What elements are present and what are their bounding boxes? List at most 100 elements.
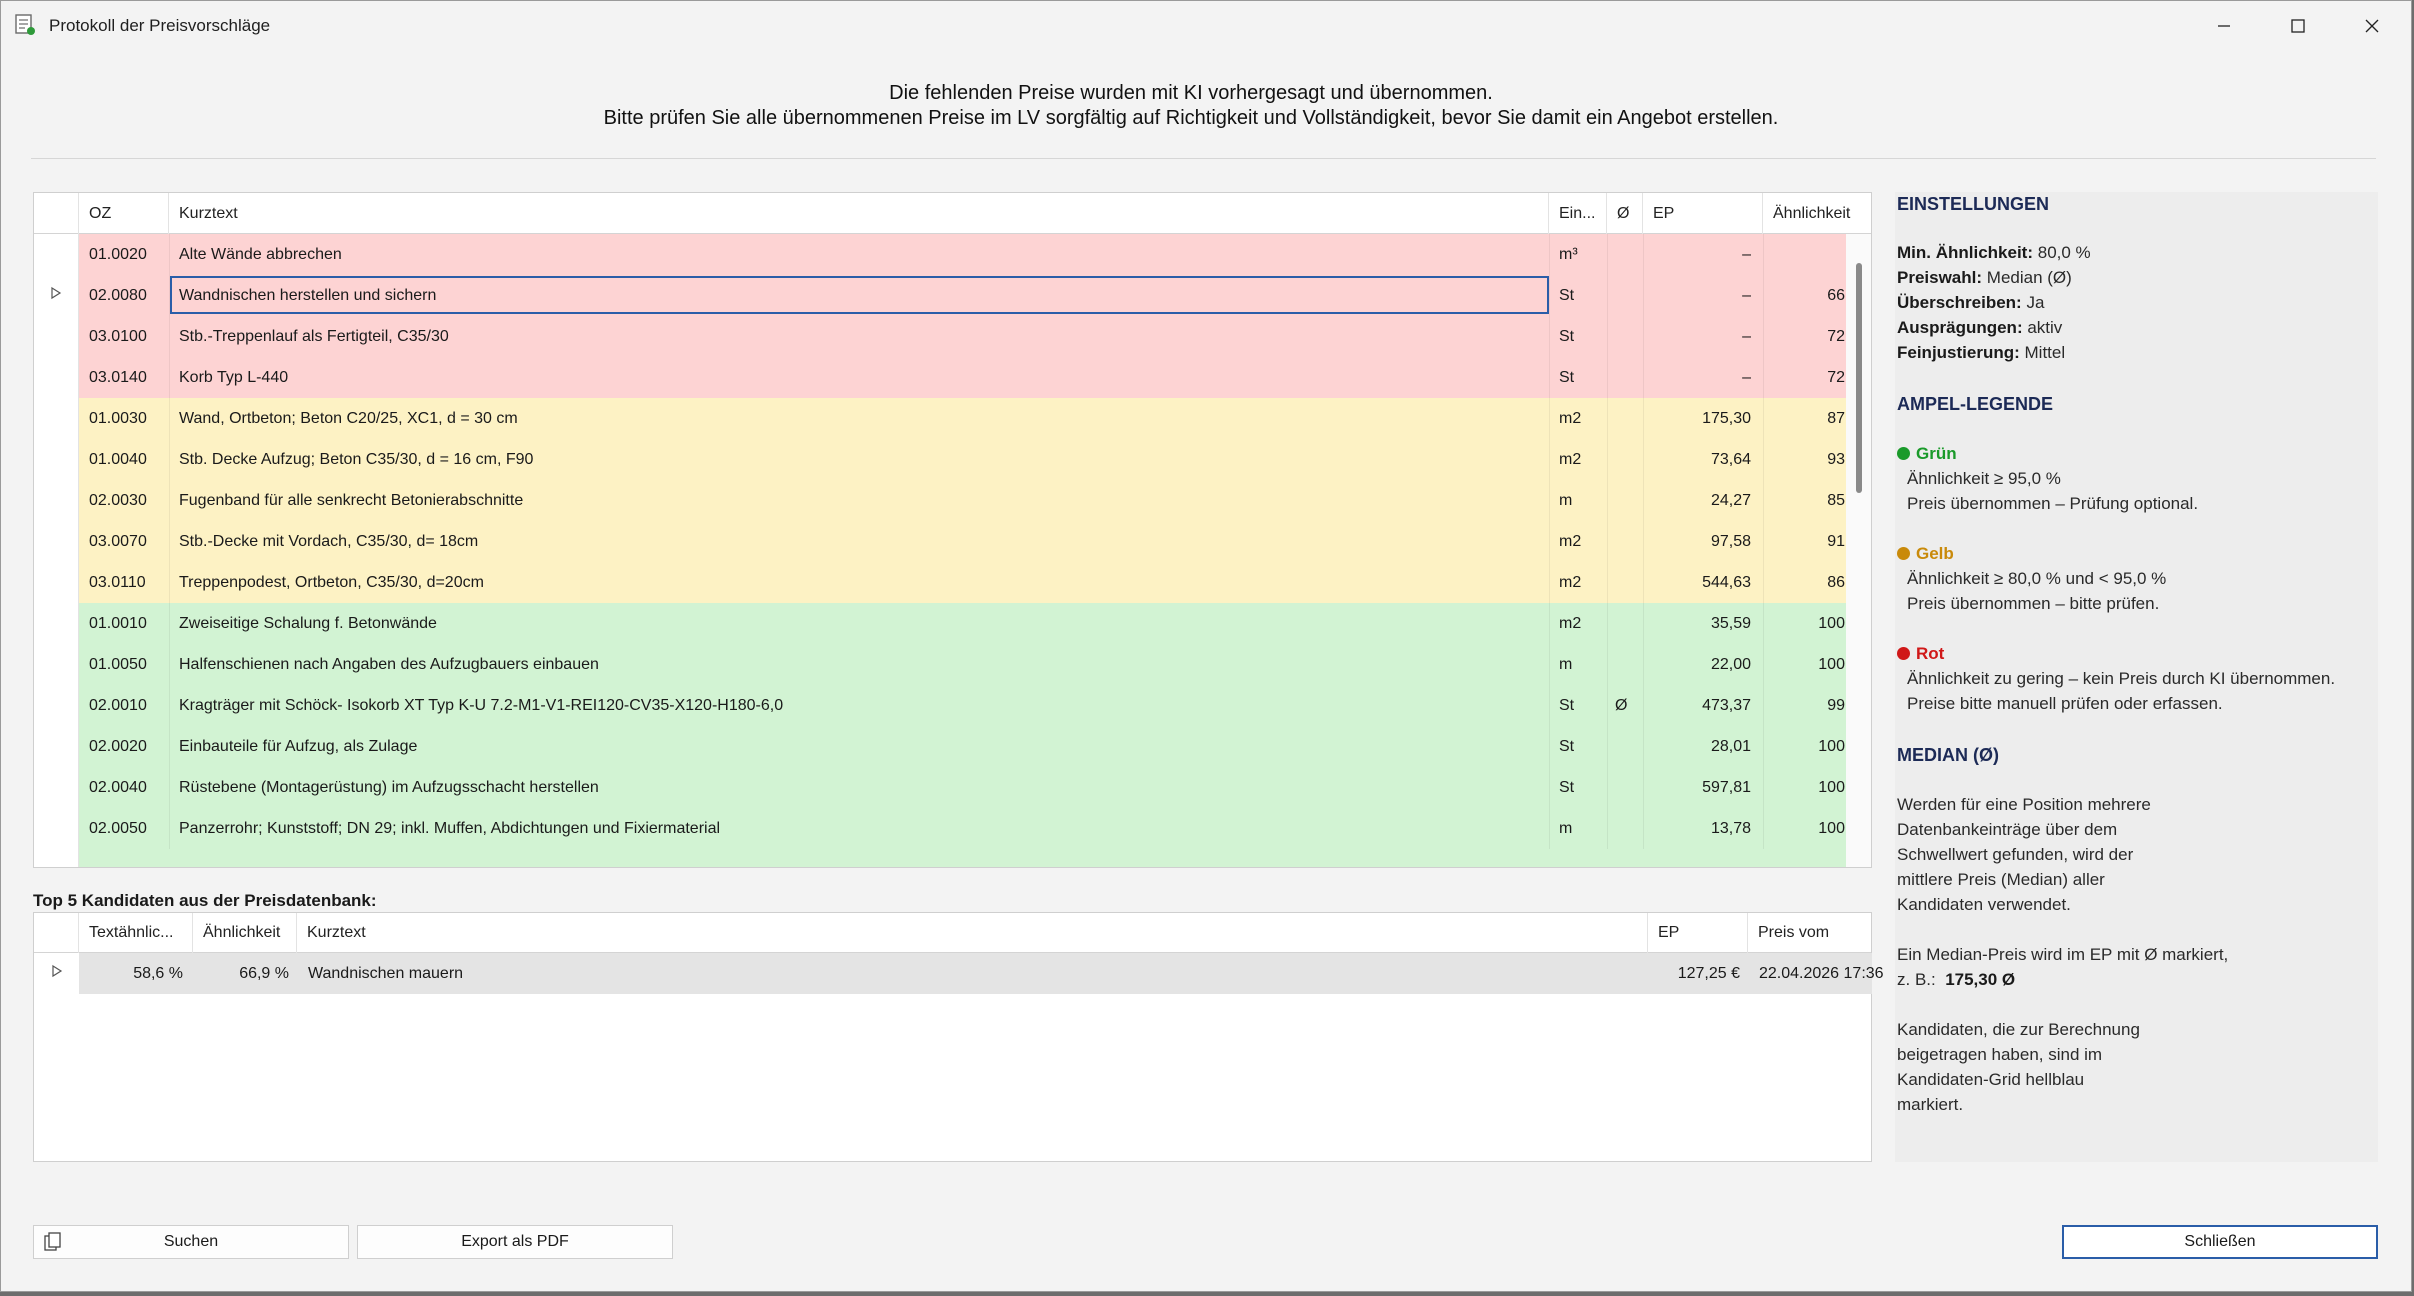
- cell-oz[interactable]: 01.0030: [89, 410, 147, 427]
- cell-kurztext[interactable]: Korb Typ L-440: [179, 369, 289, 386]
- cell-aehnlichkeit[interactable]: 86,6 %: [1827, 574, 1846, 591]
- cell-ep[interactable]: 22,00: [1710, 656, 1751, 673]
- cell-einheit[interactable]: m2: [1559, 451, 1582, 468]
- table-row[interactable]: 03.0100 Stb.-Treppenlauf als Fertigteil, …: [34, 316, 1846, 357]
- cell-oz[interactable]: 01.0020: [89, 246, 147, 263]
- cell-aehnlichkeit[interactable]: 93,0 %: [1827, 451, 1846, 468]
- cell-einheit[interactable]: St: [1559, 287, 1575, 304]
- expand-icon[interactable]: [34, 953, 79, 994]
- cell-einheit[interactable]: m2: [1559, 410, 1582, 427]
- cell-aehnlichkeit[interactable]: 100,0 %: [1818, 738, 1846, 755]
- table-row[interactable]: 03.0070 Stb.-Decke mit Vordach, C35/30, d…: [34, 521, 1846, 562]
- table-row[interactable]: 01.0010 Zweiseitige Schalung f. Betonwänd…: [34, 603, 1846, 644]
- table-row[interactable]: 03.0140 Korb Typ L-440 St – 72,5 %: [34, 357, 1846, 398]
- table-row[interactable]: 02.0040 Rüstebene (Montagerüstung) im Auf…: [34, 767, 1846, 808]
- minimize-button[interactable]: [2187, 1, 2261, 51]
- cell-median[interactable]: [1607, 767, 1643, 808]
- cell-aehnlichkeit[interactable]: –: [1763, 234, 1846, 275]
- cell-kurztext[interactable]: Stb.-Decke mit Vordach, C35/30, d= 18cm: [179, 533, 479, 550]
- cell-oz[interactable]: 02.0080: [89, 287, 147, 304]
- cell-median[interactable]: [1607, 644, 1643, 685]
- column-header-kurztext[interactable]: Kurztext: [169, 193, 1549, 234]
- cell-einheit[interactable]: St: [1559, 738, 1575, 755]
- cell-ep[interactable]: 544,63: [1702, 574, 1751, 591]
- cell-aehnlichkeit[interactable]: 72,5 %: [1827, 369, 1846, 386]
- row-indicator[interactable]: [34, 767, 79, 808]
- cell-kurztext[interactable]: Kragträger mit Schöck- Isokorb XT Typ K-…: [179, 697, 784, 714]
- row-indicator[interactable]: [34, 685, 79, 726]
- cell-median[interactable]: [1607, 234, 1643, 275]
- cell-ep[interactable]: 97,58: [1710, 533, 1751, 550]
- candidate-row[interactable]: 58,6 % 66,9 % Wandnischen mauern 127,25 …: [34, 953, 1884, 994]
- row-indicator[interactable]: [34, 808, 79, 849]
- table-row[interactable]: 01.0040 Stb. Decke Aufzug; Beton C35/30, …: [34, 439, 1846, 480]
- cell-oz[interactable]: 03.0140: [89, 369, 147, 386]
- cell-einheit[interactable]: St: [1559, 328, 1575, 345]
- column-header-cand-kurztext[interactable]: Kurztext: [297, 913, 1648, 953]
- cell-kurztext[interactable]: Wandnischen herstellen und sichern: [179, 287, 437, 304]
- cell-oz[interactable]: 01.0040: [89, 451, 147, 468]
- cell-oz[interactable]: 03.0070: [89, 533, 147, 550]
- table-row[interactable]: 03.0110 Treppenpodest, Ortbeton, C35/30, …: [34, 562, 1846, 603]
- column-header-aehnlichkeit[interactable]: Ähnlichkeit: [1763, 193, 1871, 234]
- row-indicator[interactable]: [34, 603, 79, 644]
- cell-median[interactable]: [1607, 439, 1643, 480]
- cell-median[interactable]: [1607, 316, 1643, 357]
- cell-oz[interactable]: 02.0030: [89, 492, 147, 509]
- cell-aehnlichkeit[interactable]: 87,3 %: [1827, 410, 1846, 427]
- row-indicator[interactable]: [34, 398, 79, 439]
- export-pdf-button[interactable]: Export als PDF: [357, 1225, 673, 1259]
- cell-median[interactable]: [1607, 275, 1643, 316]
- cell-ep[interactable]: 28,01: [1710, 738, 1751, 755]
- cell-oz[interactable]: 03.0110: [89, 574, 146, 591]
- cell-einheit[interactable]: m2: [1559, 533, 1582, 550]
- cell-aehnlichkeit[interactable]: 100,0 %: [1818, 615, 1846, 632]
- row-indicator[interactable]: [34, 357, 79, 398]
- row-indicator[interactable]: [34, 275, 79, 316]
- row-indicator[interactable]: [34, 521, 79, 562]
- row-indicator[interactable]: [34, 316, 79, 357]
- column-header-einheit[interactable]: Ein...: [1549, 193, 1607, 234]
- close-button[interactable]: Schließen: [2062, 1225, 2378, 1259]
- cell-kurztext[interactable]: Wand, Ortbeton; Beton C20/25, XC1, d = 3…: [179, 410, 518, 427]
- cell-median[interactable]: [1607, 808, 1643, 849]
- cell-einheit[interactable]: m2: [1559, 615, 1582, 632]
- price-suggestions-grid[interactable]: OZ Kurztext Ein... Ø EP Ähnlichkeit 01.0…: [33, 192, 1872, 868]
- cell-kurztext[interactable]: Fugenband für alle senkrecht Betonierabs…: [179, 492, 524, 509]
- cell-median[interactable]: [1607, 726, 1643, 767]
- cell-kurztext[interactable]: Stb. Decke Aufzug; Beton C35/30, d = 16 …: [179, 451, 534, 468]
- cell-median[interactable]: [1607, 603, 1643, 644]
- table-row[interactable]: 01.0020 Alte Wände abbrechen m³ ––: [34, 234, 1846, 275]
- table-row[interactable]: 02.0010 Kragträger mit Schöck- Isokorb XT…: [34, 685, 1846, 726]
- row-indicator[interactable]: [34, 234, 79, 275]
- cell-einheit[interactable]: m2: [1559, 574, 1582, 591]
- table-row[interactable]: 02.0030 Fugenband für alle senkrecht Beto…: [34, 480, 1846, 521]
- table-row[interactable]: 02.0050 Panzerrohr; Kunststoff; DN 29; in…: [34, 808, 1846, 849]
- column-header-oz[interactable]: OZ: [79, 193, 169, 234]
- cell-ep[interactable]: –: [1742, 287, 1751, 304]
- cell-aehnlichkeit[interactable]: 100,0 %: [1818, 656, 1846, 673]
- table-row[interactable]: 01.0050 Halfenschienen nach Angaben des A…: [34, 644, 1846, 685]
- cell-kurztext[interactable]: Zweiseitige Schalung f. Betonwände: [179, 615, 437, 632]
- search-button[interactable]: Suchen: [33, 1225, 349, 1259]
- cell-kurztext[interactable]: Alte Wände abbrechen: [179, 246, 342, 263]
- cell-median[interactable]: [1607, 521, 1643, 562]
- column-header-ep[interactable]: EP: [1643, 193, 1763, 234]
- cell-kurztext[interactable]: Rüstebene (Montagerüstung) im Aufzugssch…: [179, 779, 599, 796]
- cell-ep[interactable]: 73,64: [1710, 451, 1751, 468]
- cell-kurztext[interactable]: Stb.-Treppenlauf als Fertigteil, C35/30: [179, 328, 449, 345]
- close-window-button[interactable]: [2335, 1, 2409, 51]
- cell-oz[interactable]: 01.0050: [89, 656, 147, 673]
- table-row[interactable]: 02.0020 Einbauteile für Aufzug, als Zulag…: [34, 726, 1846, 767]
- row-indicator[interactable]: [34, 439, 79, 480]
- row-indicator[interactable]: [34, 480, 79, 521]
- cell-oz[interactable]: 03.0100: [89, 328, 147, 345]
- row-indicator[interactable]: [34, 644, 79, 685]
- cell-einheit[interactable]: St: [1559, 779, 1575, 796]
- cell-median[interactable]: [1607, 357, 1643, 398]
- column-header-preis-vom[interactable]: Preis vom: [1758, 924, 1830, 941]
- cell-aehnlichkeit[interactable]: 72,7 %: [1827, 328, 1846, 345]
- cell-median[interactable]: [1607, 562, 1643, 603]
- row-indicator[interactable]: [34, 562, 79, 603]
- cell-kurztext[interactable]: Einbauteile für Aufzug, als Zulage: [179, 738, 418, 755]
